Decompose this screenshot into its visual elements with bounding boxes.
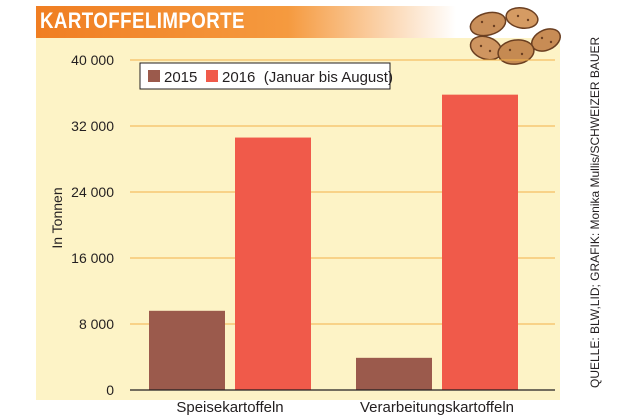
y-tick-label: 24 000	[71, 184, 114, 200]
chart-title: KARTOFFELIMPORTE	[40, 8, 245, 33]
x-tick-labels: Speisekartoffeln Verarbeitungskartoffeln	[176, 399, 514, 416]
legend: 2015 2016 (Januar bis August)	[139, 62, 393, 90]
y-tick-label: 0	[106, 382, 114, 398]
y-tick-label: 16 000	[71, 250, 114, 266]
y-axis-label: In Tonnen	[49, 187, 65, 248]
bar-2016-1	[442, 94, 518, 391]
bar-2015-0	[149, 310, 225, 390]
legend-swatch-2016	[206, 70, 218, 82]
bar-2015-1	[356, 357, 432, 390]
source-credit: QUELLE: BLW,LID; GRAFIK: Monika Mullis/S…	[588, 36, 602, 388]
title-band	[36, 6, 456, 38]
y-tick-label: 32 000	[71, 118, 114, 134]
legend-swatch-2015	[148, 70, 160, 82]
x-tick-label: Speisekartoffeln	[176, 399, 283, 416]
y-tick-label: 40 000	[71, 52, 114, 68]
potatoes-illustration	[469, 7, 561, 65]
bars	[149, 94, 518, 391]
y-tick-label: 8 000	[79, 316, 114, 332]
bar-2016-0	[235, 137, 311, 390]
legend-label-2015: 2015	[164, 69, 197, 86]
x-tick-label: Verarbeitungskartoffeln	[360, 399, 514, 416]
legend-label-2016: 2016 (Januar bis August)	[222, 69, 393, 86]
legend-box	[139, 62, 391, 90]
y-tick-labels: 0 8 000 16 000 24 000 32 000 40 000	[71, 52, 114, 398]
